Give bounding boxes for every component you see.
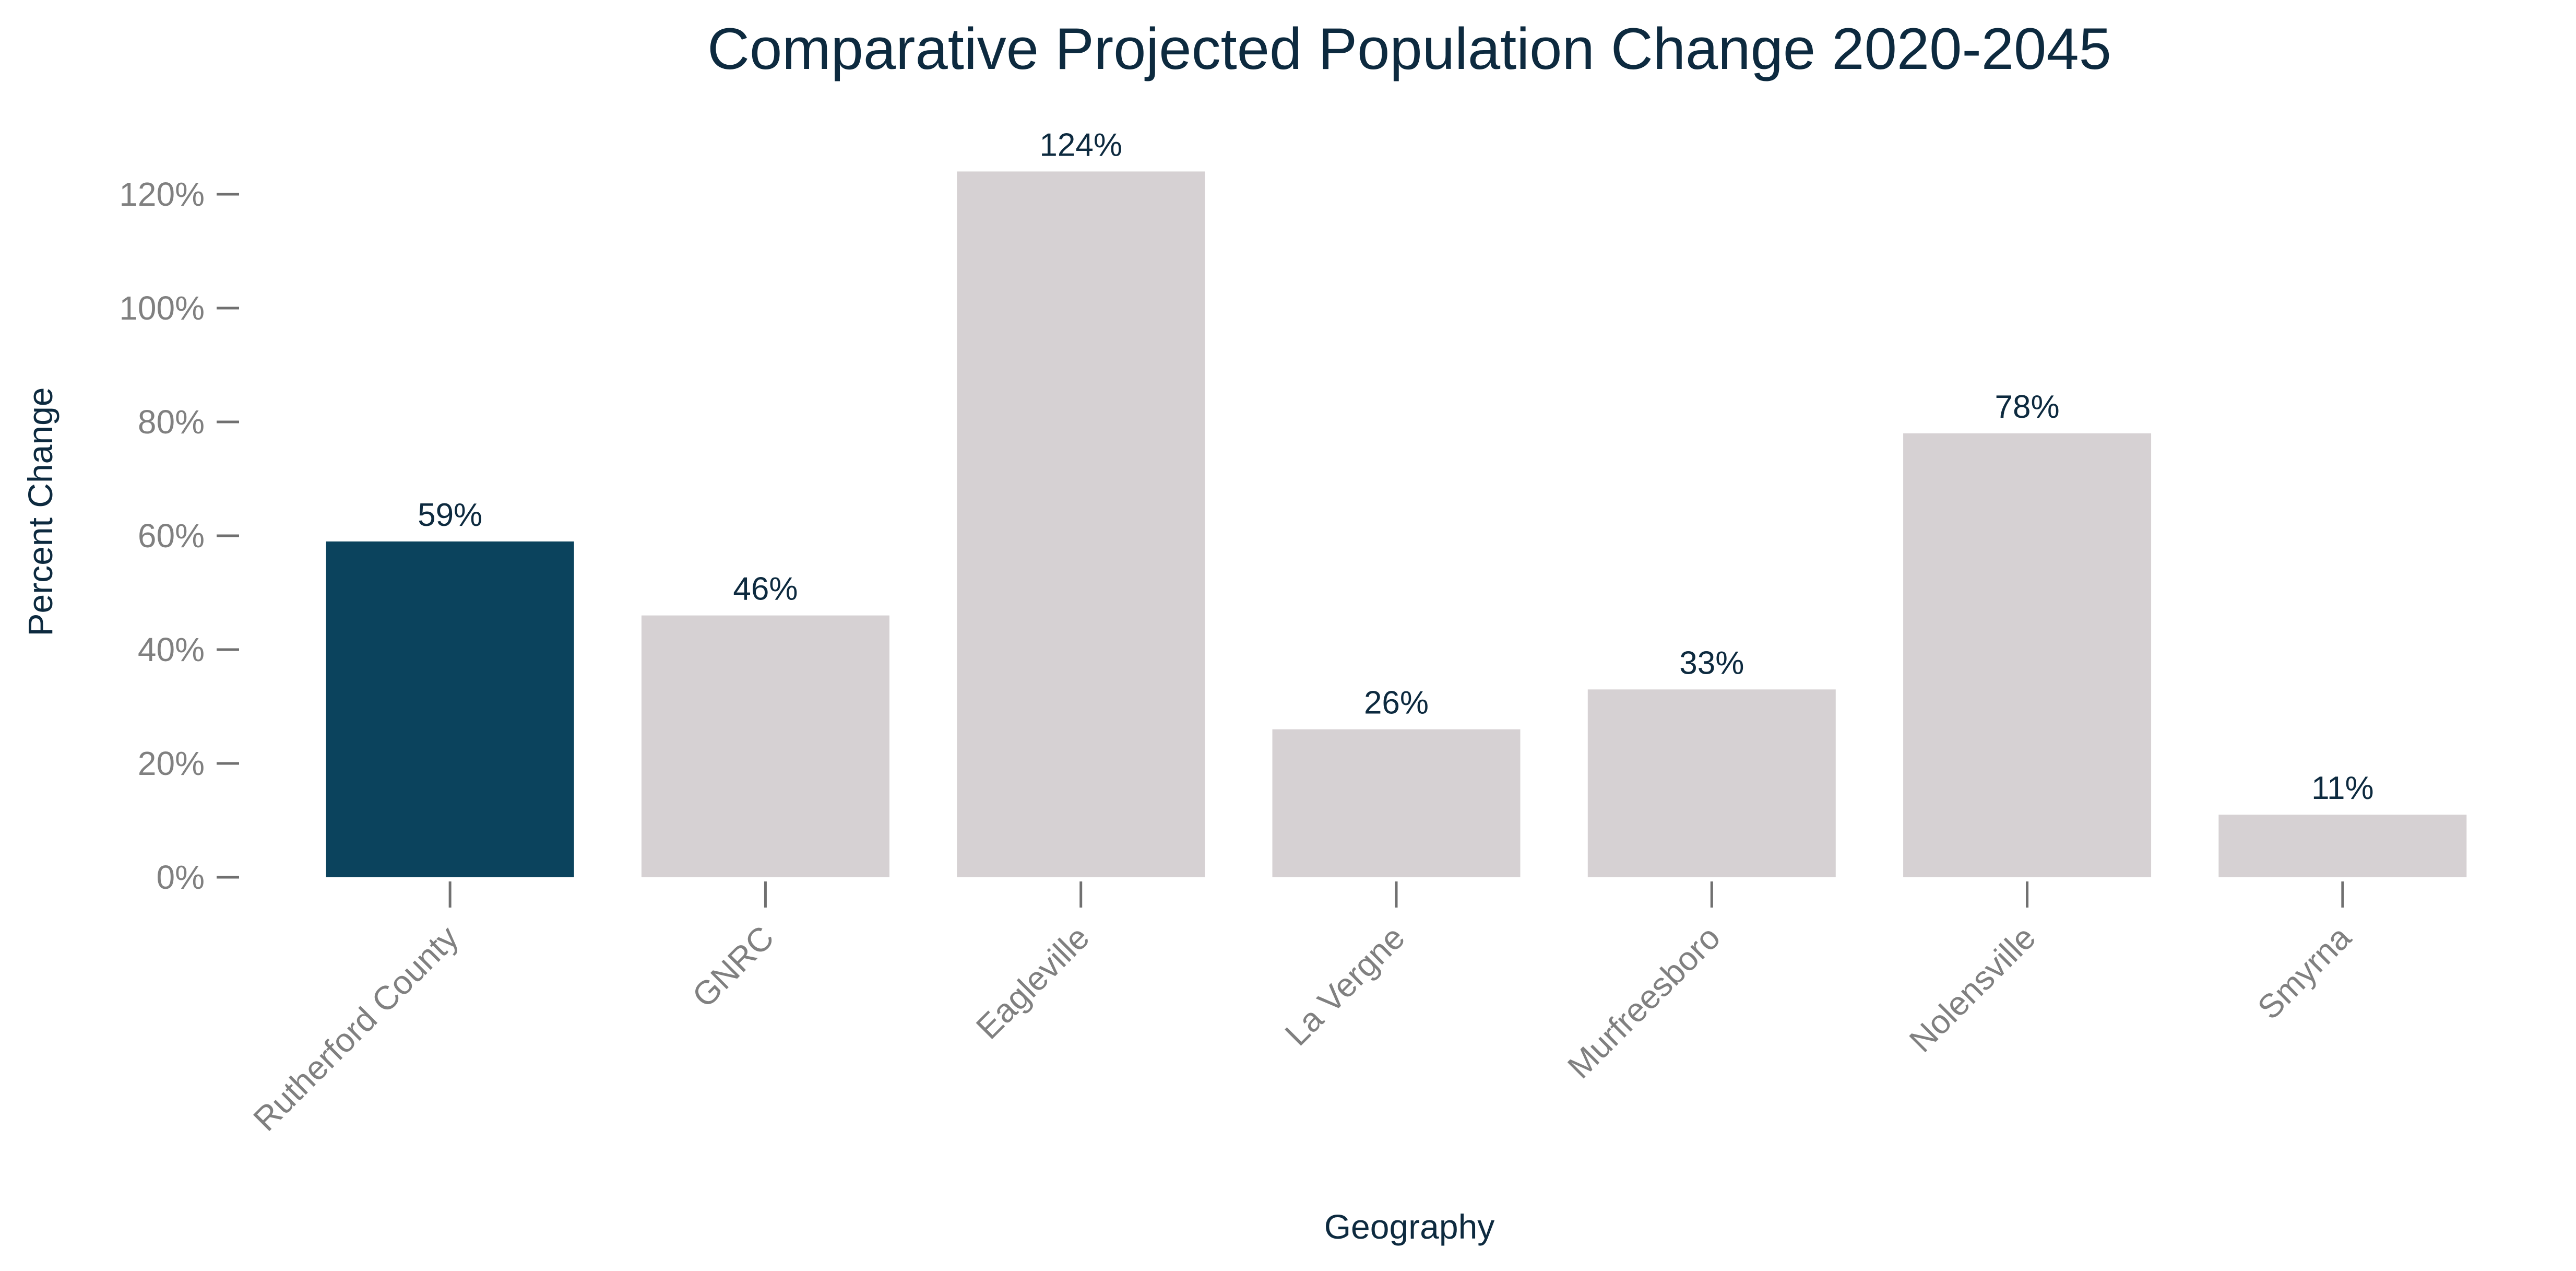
y-tick-label: 40% (138, 631, 205, 668)
bar-value-label: 78% (1995, 389, 2060, 425)
chart-title: Comparative Projected Population Change … (707, 16, 2111, 81)
bar-value-label: 11% (2311, 770, 2374, 806)
bars-group: 59% 46% 124% 26% 33% 78% 11% (326, 127, 2467, 877)
y-axis-title: Percent Change (21, 387, 60, 637)
bar-value-label: 46% (733, 571, 798, 607)
x-tick-label: Nolensville (1902, 919, 2043, 1060)
x-tick-label: Murfreesboro (1560, 919, 1727, 1086)
y-tick-label: 0% (157, 858, 205, 896)
y-tick-label: 100% (119, 289, 205, 327)
y-tick-label: 120% (119, 175, 205, 213)
bar-value-label: 59% (418, 497, 482, 533)
bar-murfreesboro (1587, 689, 1836, 877)
x-tick-label: Eagleville (969, 919, 1097, 1046)
x-axis: Rutherford County GNRC Eagleville La Vergne… (246, 881, 2358, 1138)
x-tick-label: GNRC (685, 919, 781, 1015)
bar-eagleville (957, 171, 1205, 877)
x-tick-label: Smyrna (2250, 919, 2358, 1027)
y-tick-label: 60% (138, 517, 205, 555)
y-tick-label: 80% (138, 403, 205, 441)
bar-rutherford-county (326, 541, 574, 877)
x-tick-label: Rutherford County (246, 919, 466, 1138)
bar-value-label: 26% (1364, 685, 1429, 721)
bar-smyrna (2218, 815, 2467, 877)
x-axis-title: Geography (1324, 1207, 1495, 1246)
y-axis: 0% 20% 40% 60% 80% 100% 120% (119, 175, 239, 896)
bar-la-vergne (1272, 729, 1521, 877)
y-tick-label: 20% (138, 745, 205, 782)
bar-value-label: 33% (1679, 645, 1744, 681)
bar-gnrc (641, 615, 889, 877)
bar-nolensville (1903, 433, 2152, 877)
x-tick-label: La Vergne (1278, 919, 1412, 1053)
bar-value-label: 124% (1039, 127, 1122, 163)
